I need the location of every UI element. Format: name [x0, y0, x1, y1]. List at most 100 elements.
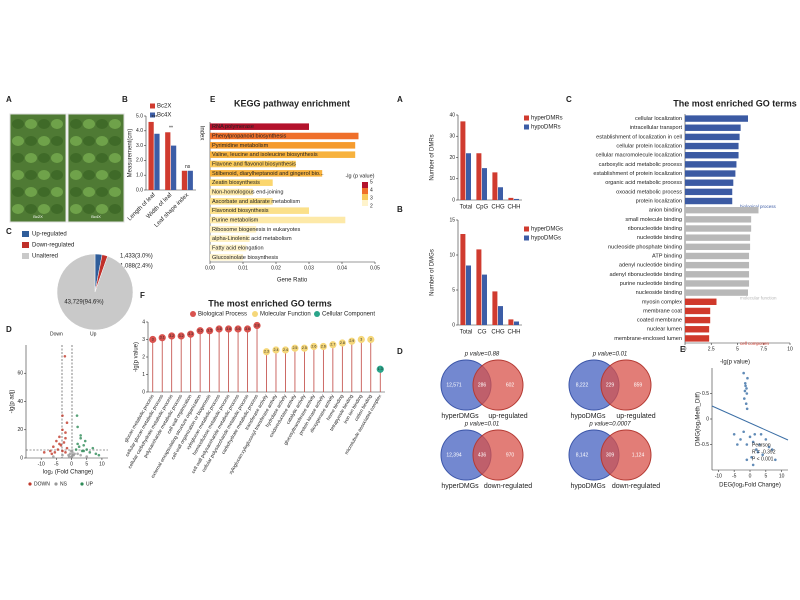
category-label: small molecule binding	[625, 217, 682, 223]
bar	[210, 160, 296, 168]
panel-letter: D	[6, 325, 12, 334]
significance: ***	[151, 115, 157, 121]
bar	[466, 153, 471, 200]
lollipop-head	[348, 337, 356, 345]
p-value: p value=0.01	[592, 352, 628, 358]
x-axis-label: DEG(log₂Fold Change)	[719, 483, 781, 489]
plant	[83, 153, 95, 163]
plant	[51, 136, 63, 146]
plant	[12, 153, 24, 163]
x-axis-label: Gene Ratio	[277, 278, 308, 284]
category-label: nuclear lumen	[647, 327, 682, 333]
x-tick-label: 0.04	[337, 265, 347, 271]
point	[745, 407, 749, 411]
bar	[476, 153, 482, 200]
legend-swatch	[524, 235, 529, 241]
point	[76, 425, 79, 429]
colorbar-step	[362, 188, 368, 194]
value-label: 1.3	[378, 367, 383, 371]
pie-slice	[56, 253, 134, 331]
venn-set-label: up-regulated	[616, 413, 655, 420]
y-tick-label: 2.0	[136, 158, 143, 164]
category-label: protein localization	[636, 199, 682, 205]
point	[88, 451, 92, 454]
category-label: Purine metabolism	[212, 217, 259, 223]
plant	[70, 170, 82, 180]
legend-swatch	[524, 115, 529, 121]
value-label: 2.5	[292, 346, 297, 350]
point	[61, 453, 64, 457]
point	[748, 435, 752, 439]
point	[745, 392, 749, 395]
point	[74, 448, 78, 451]
panel-letter: B	[122, 95, 128, 104]
category-label: myosin complex	[642, 299, 682, 305]
lollipop-head	[243, 325, 252, 333]
point	[56, 448, 60, 451]
plant	[96, 136, 108, 146]
bar	[476, 249, 482, 325]
category-label: coated membrane	[637, 318, 682, 324]
lollipop-head	[319, 342, 327, 351]
group-label: cell componen	[740, 341, 770, 346]
y-tick-label: 60	[17, 371, 23, 377]
y-axis-label: Number of DMGs	[430, 249, 436, 296]
legend-label: hypoDMRs	[531, 125, 561, 131]
point	[743, 397, 746, 400]
plant	[70, 187, 82, 197]
category-label: ribonucleotide binding	[628, 226, 682, 232]
bar	[685, 335, 710, 342]
point	[742, 430, 745, 434]
point	[52, 455, 55, 458]
point	[64, 436, 67, 440]
point	[79, 434, 82, 437]
regression-line	[711, 405, 789, 441]
point	[64, 431, 67, 434]
point	[761, 453, 764, 457]
bar	[508, 197, 514, 200]
legend-marker	[80, 482, 84, 486]
point	[743, 389, 747, 393]
bar	[187, 170, 193, 190]
point	[743, 382, 747, 385]
category-label: cellular macromolecule localization	[596, 153, 682, 159]
y-tick-label: 0	[706, 416, 709, 422]
point	[69, 449, 73, 453]
x-tick-label: 0	[749, 473, 752, 479]
plant	[12, 136, 24, 146]
bar	[210, 198, 273, 205]
plant	[12, 187, 24, 197]
y-tick-label: 1.0	[136, 173, 143, 179]
category-label: establishment of protein localization	[593, 171, 682, 177]
venn-set-label: down-regulated	[484, 483, 532, 490]
venn-set-label: hyperDMGs	[441, 483, 479, 490]
plant	[96, 153, 108, 163]
lollipop-head	[253, 321, 261, 330]
venn-count: 12,571	[446, 382, 462, 388]
bar	[685, 225, 752, 232]
legend-label: Cellular Component	[322, 312, 375, 318]
plant	[12, 119, 24, 129]
plant	[25, 204, 37, 214]
point	[745, 387, 748, 390]
pie-label: 43,729(94.6%)	[64, 300, 103, 306]
y-tick-label: -0.5	[700, 442, 709, 448]
bar	[492, 172, 498, 200]
point	[746, 376, 749, 380]
plant	[96, 204, 108, 214]
value-label: 3.1	[160, 336, 165, 340]
plant	[96, 119, 108, 129]
y-tick-label: 0.5	[702, 391, 709, 397]
category-label: Phenylpropanoid biosynthesis	[212, 133, 287, 139]
annotation: Down	[50, 331, 63, 337]
x-tick-label: -10	[38, 461, 45, 467]
venn-set-label: hypoDMGs	[570, 483, 606, 490]
category-label: Glucosinolate biosynthesis	[212, 255, 278, 261]
bar	[685, 243, 751, 251]
bar	[210, 179, 273, 186]
panel-letter: A	[6, 95, 12, 104]
group-label: biological process	[740, 204, 777, 209]
lollipop-head	[187, 330, 195, 338]
category-label: Flavonoid biosynthesis	[212, 208, 269, 214]
point	[739, 438, 742, 441]
